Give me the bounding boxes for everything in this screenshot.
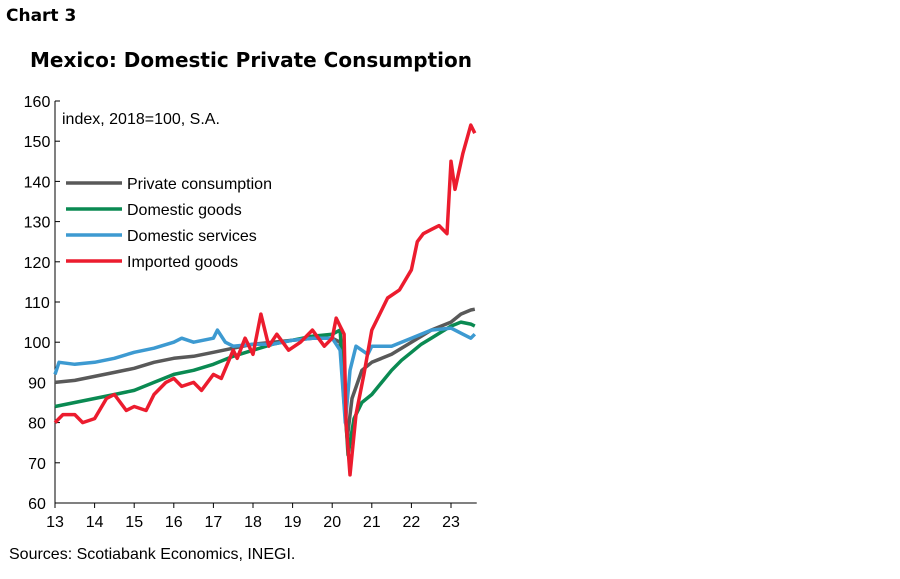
legend-label: Imported goods: [127, 254, 238, 271]
legend-label: Domestic services: [127, 228, 257, 245]
y-tick-label: 120: [24, 255, 51, 272]
y-tick-label: 60: [28, 496, 46, 513]
x-tick-label: 14: [86, 514, 104, 531]
source-note: Sources: Scotiabank Economics, INEGI.: [9, 546, 296, 563]
series-line-imported-goods: [53, 123, 477, 477]
y-tick-label: 140: [24, 174, 51, 191]
x-tick-label: 20: [323, 514, 341, 531]
x-tick-label: 21: [363, 514, 381, 531]
x-tick-label: 23: [442, 514, 460, 531]
chart-title: Mexico: Domestic Private Consumption: [30, 48, 473, 72]
x-tick-label: 15: [125, 514, 143, 531]
annotation: index, 2018=100, S.A.: [62, 111, 220, 128]
legend-label: Private consumption: [127, 176, 272, 193]
y-tick-label: 70: [28, 456, 46, 473]
y-tick-label: 100: [24, 335, 51, 352]
legend-label: Domestic goods: [127, 202, 242, 219]
x-tick-label: 16: [165, 514, 183, 531]
y-tick-label: 80: [28, 416, 46, 433]
x-tick-label: 22: [403, 514, 421, 531]
y-tick-label: 110: [24, 295, 50, 312]
chart-number: Chart 3: [6, 6, 77, 26]
y-tick-label: 160: [24, 94, 51, 111]
x-tick-label: 19: [284, 514, 302, 531]
y-tick-label: 150: [24, 134, 51, 151]
y-tick-label: 90: [28, 375, 46, 392]
x-tick-label: 13: [46, 514, 64, 531]
y-tick-label: 130: [24, 215, 51, 232]
x-tick-label: 17: [205, 514, 223, 531]
x-tick-label: 18: [244, 514, 262, 531]
